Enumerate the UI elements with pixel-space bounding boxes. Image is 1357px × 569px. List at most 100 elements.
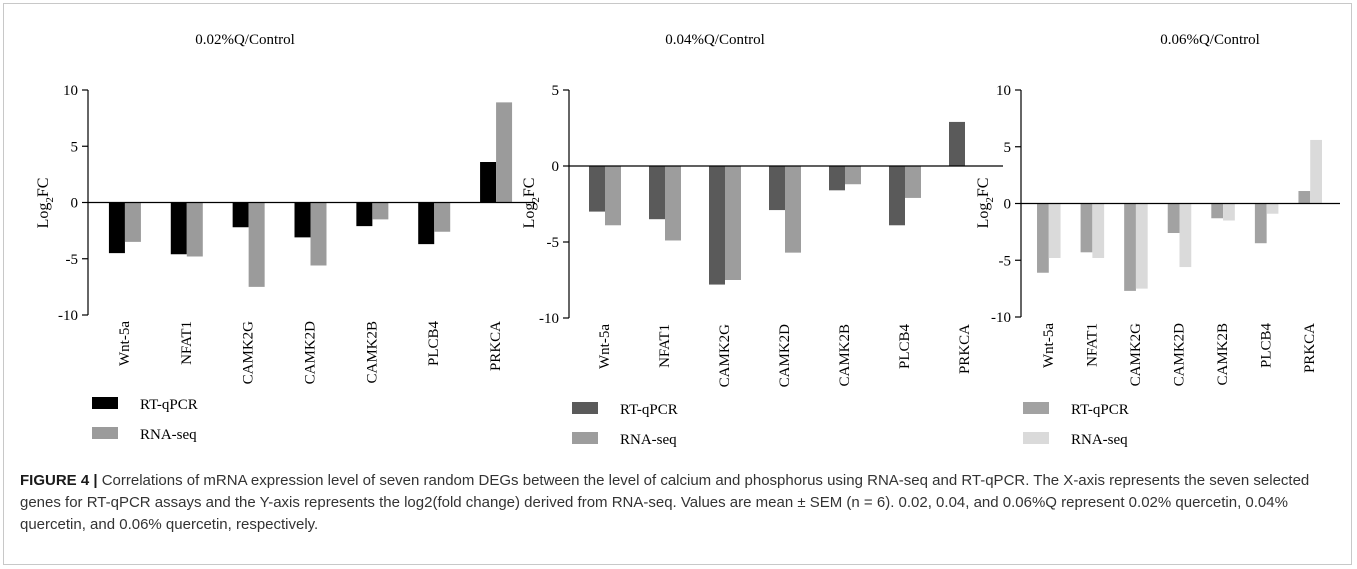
chart-title: 0.06%Q/Control — [1160, 32, 1260, 48]
x-tick-label: Wnt-5a — [597, 324, 613, 369]
y-axis-label: Log2FC — [521, 178, 542, 229]
x-tick-label: PRKCA — [1302, 323, 1318, 373]
legend-label: RT-qPCR — [620, 402, 678, 418]
bar-rna-seq — [725, 166, 741, 280]
x-tick-label: PLCB4 — [1259, 323, 1275, 369]
legend-swatch — [572, 432, 598, 444]
legend-label: RNA-seq — [620, 432, 677, 448]
legend-label: RT-qPCR — [1071, 402, 1129, 418]
bar-rna-seq — [785, 166, 801, 253]
bar-rt-qpcr — [294, 202, 311, 238]
legend-swatch — [92, 397, 118, 409]
x-tick-label: Wnt-5a — [117, 321, 133, 366]
x-tick-label: CAMK2G — [1128, 323, 1144, 387]
chart-panel-3: 0.06%Q/Control Log2FC -10 -5 0 5 10 Wnt-5a NFAT1… — [975, 32, 1340, 448]
bar-rt-qpcr — [418, 202, 435, 245]
bar-rt-qpcr — [356, 202, 373, 227]
bar-rna-seq — [1310, 139, 1322, 204]
bar-rna-seq — [605, 166, 621, 226]
y-axis-label: Log2FC — [975, 178, 996, 229]
y-tick-label: -5 — [547, 235, 560, 251]
x-tick-label: PRKCA — [957, 324, 973, 374]
x-tick-label: NFAT1 — [179, 321, 195, 365]
x-tick-label: CAMK2G — [241, 321, 257, 385]
legend-label: RT-qPCR — [140, 397, 198, 413]
x-tick-label: CAMK2G — [717, 324, 733, 388]
caption-text: Correlations of mRNA expression level of… — [20, 472, 1310, 533]
legend-swatch — [92, 427, 118, 439]
bar-rt-qpcr — [769, 166, 785, 211]
bar-rt-qpcr — [649, 166, 665, 220]
bar-rt-qpcr — [480, 162, 497, 203]
x-tick-label: PLCB4 — [897, 324, 913, 370]
y-tick-label: 10 — [63, 83, 78, 99]
bar-rt-qpcr — [1298, 191, 1311, 204]
bar-rna-seq — [310, 202, 327, 266]
bar-rt-qpcr — [589, 166, 605, 212]
y-axis-label: Log2FC — [35, 178, 56, 229]
bar-rna-seq — [496, 102, 513, 203]
y-tick-label: 5 — [552, 83, 560, 99]
bar-rt-qpcr — [1254, 203, 1267, 244]
bar-rna-seq — [1223, 203, 1235, 221]
x-tick-label: CAMK2B — [837, 324, 853, 387]
bar-rt-qpcr — [1211, 203, 1224, 219]
y-tick-label: 0 — [71, 196, 79, 212]
x-tick-label: NFAT1 — [657, 324, 673, 368]
bar-rna-seq — [186, 202, 203, 257]
chart-panel-2: 0.04%Q/Control Log2FC -10 -5 0 5 Wnt-5a NFAT1 CA… — [521, 32, 1003, 448]
bar-rna-seq — [434, 202, 451, 232]
bar-rna-seq — [124, 202, 141, 242]
figure-charts: 0.02%Q/Control Log2FC -10 -5 0 5 10 Wnt-5a NFAT1… — [35, 32, 1340, 448]
x-tick-label: PLCB4 — [426, 321, 442, 367]
bar-rt-qpcr — [1080, 203, 1093, 253]
bar-rt-qpcr — [232, 202, 249, 228]
legend-swatch — [1023, 432, 1049, 444]
legend-label: RNA-seq — [1071, 432, 1128, 448]
y-tick-label: 5 — [71, 139, 79, 155]
y-tick-label: -5 — [66, 252, 79, 268]
x-tick-label: CAMK2B — [1215, 323, 1231, 386]
bar-rt-qpcr — [170, 202, 187, 255]
x-tick-label: CAMK2D — [1172, 323, 1188, 387]
bar-rna-seq — [1266, 203, 1279, 214]
bar-rt-qpcr — [1037, 203, 1049, 273]
bar-rt-qpcr — [709, 166, 725, 285]
bar-rt-qpcr — [1124, 203, 1136, 291]
y-tick-label: 0 — [552, 159, 560, 175]
x-tick-label: NFAT1 — [1084, 323, 1100, 367]
bar-rna-seq — [248, 202, 265, 287]
x-tick-label: CAMK2D — [303, 321, 319, 385]
bar-rna-seq — [1135, 203, 1148, 289]
chart-title: 0.04%Q/Control — [665, 32, 765, 48]
x-tick-label: PRKCA — [488, 321, 504, 371]
chart-title: 0.02%Q/Control — [195, 32, 295, 48]
y-tick-label: -10 — [991, 310, 1011, 326]
figure-frame — [3, 3, 1352, 565]
y-tick-label: 10 — [996, 83, 1011, 99]
bar-rna-seq — [905, 166, 921, 198]
legend-label: RNA-seq — [140, 427, 197, 443]
y-tick-label: -10 — [58, 308, 78, 324]
x-tick-label: Wnt-5a — [1041, 323, 1057, 368]
y-tick-label: 5 — [1004, 140, 1012, 156]
bar-rt-qpcr — [108, 202, 125, 254]
bar-rt-qpcr — [1167, 203, 1180, 234]
bar-rna-seq — [1179, 203, 1192, 268]
bar-rt-qpcr — [829, 166, 845, 191]
bar-rt-qpcr — [889, 166, 905, 226]
y-tick-label: -5 — [999, 253, 1012, 269]
bar-rna-seq — [845, 166, 861, 185]
bar-rt-qpcr — [949, 121, 965, 166]
bar-rna-seq — [1092, 203, 1105, 258]
bar-rna-seq — [1048, 203, 1061, 258]
figure-caption: FIGURE 4 | Correlations of mRNA expressi… — [20, 470, 1336, 536]
bar-rna-seq — [665, 166, 681, 241]
legend-swatch — [1023, 402, 1049, 414]
y-tick-label: 0 — [1004, 197, 1012, 213]
chart-panel-1: 0.02%Q/Control Log2FC -10 -5 0 5 10 Wnt-5a NFAT1… — [35, 32, 535, 443]
y-tick-label: -10 — [539, 311, 559, 327]
x-tick-label: CAMK2D — [777, 324, 793, 388]
bar-rna-seq — [372, 202, 389, 220]
caption-label: FIGURE 4 | — [20, 472, 98, 489]
